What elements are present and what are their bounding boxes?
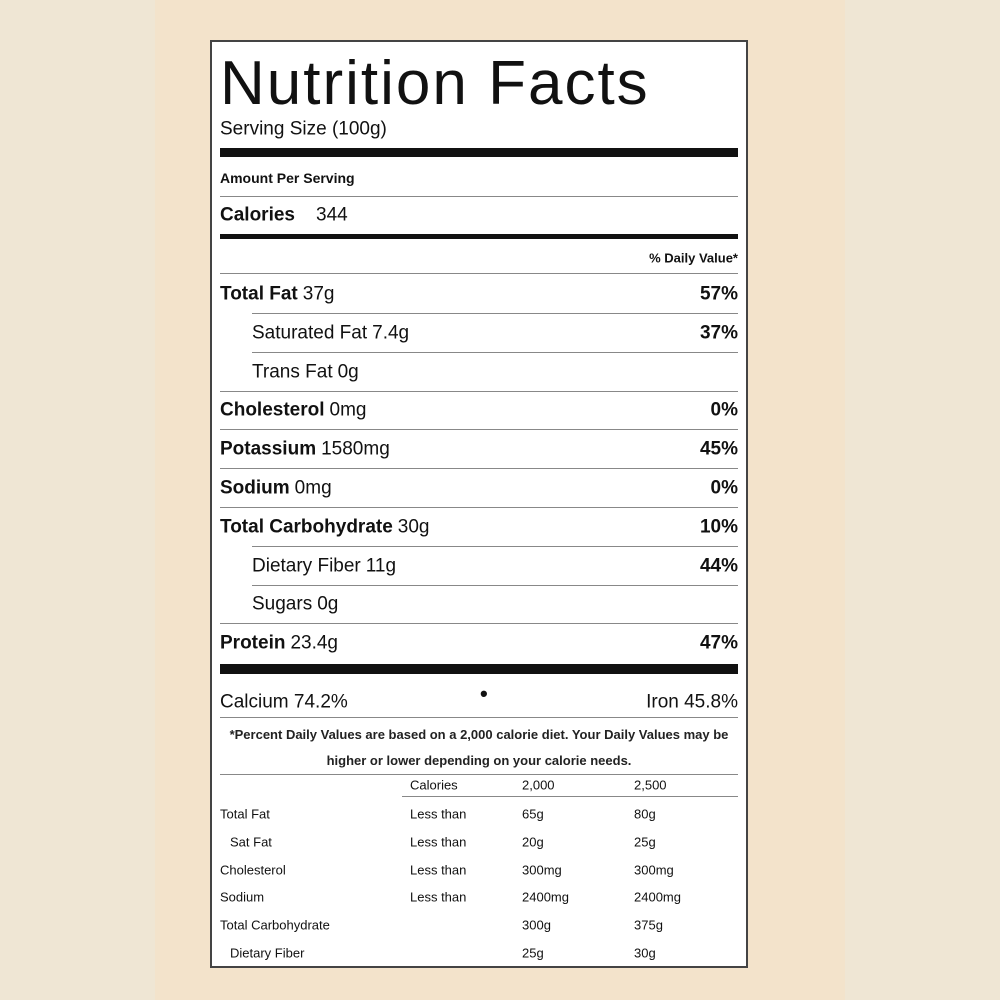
table-value: 2400mg [522,889,569,905]
nutrient-name: Sugars [252,593,313,615]
rule [220,717,738,718]
table-value: 300g [522,917,551,933]
vitamin: Calcium 74.2% [220,691,348,713]
rule [220,273,738,274]
nutrition-label: Nutrition Facts Serving Size (100g) Amou… [210,40,748,968]
daily-value: 10% [699,516,738,538]
daily-value: 47% [699,632,738,654]
table-value: 65g [522,806,544,822]
table-header: Calories [410,777,458,793]
table-name: Sat Fat [230,834,272,850]
nutrient-name: Potassium [220,438,317,460]
table-value: 20g [522,834,544,850]
serving-size: Serving Size (100g) [220,118,387,140]
calories-label: Calories [220,204,295,226]
table-value: 300mg [634,862,674,878]
daily-value: 44% [699,555,738,577]
table-name: Cholesterol [220,862,286,878]
daily-value: 57% [699,283,738,305]
nutrient-amount: 1580mg [321,438,390,460]
thick-rule [220,148,738,157]
rule [220,774,738,775]
daily-value: 45% [699,438,738,460]
table-name: Total Fat [220,806,270,822]
nutrient-name: Total Fat [220,283,298,305]
table-qualifier: Less than [410,806,467,822]
daily-value: 0% [710,477,738,499]
rule [220,507,738,508]
rule [220,429,738,431]
table-value: 25g [634,834,656,850]
rule [220,390,738,392]
nutrient-name: Trans Fat [252,361,333,383]
rule [220,196,738,197]
table-qualifier: Less than [410,889,467,905]
footnote: *Percent Daily Values are based on a 2,0… [229,727,729,768]
table-value: 30g [634,945,656,961]
thick-rule [220,664,738,674]
title: Nutrition Facts [220,49,650,118]
table-header: 2,000 [522,777,555,793]
rule [402,796,738,797]
table-name: Dietary Fiber [230,945,305,961]
nutrient-name: Total Carbohydrate [220,516,393,538]
nutrient-name: Protein [220,632,286,654]
table-qualifier: Less than [410,834,467,850]
daily-value-header: % Daily Value* [649,250,738,266]
rule [220,468,738,470]
nutrient-amount: 7.4g [372,322,410,344]
daily-value: 37% [699,322,738,344]
table-value: 375g [634,917,663,933]
medium-rule [220,234,738,239]
table-value: 300mg [522,862,562,878]
nutrient-name: Cholesterol [220,399,325,421]
nutrient-amount: 11g [365,555,397,577]
amount-per-serving: Amount Per Serving [220,170,355,186]
table-value: 2400mg [634,889,681,905]
rule [252,584,738,586]
nutrient-amount: 0g [317,593,339,615]
rule [252,313,738,314]
nutrient-amount: 23.4g [290,632,338,654]
nutrient-amount: 0mg [294,477,332,499]
nutrient-name: Saturated Fat [252,322,368,344]
table-header: 2,500 [634,777,667,793]
bullet: • [480,681,488,706]
rule [252,351,738,353]
nutrient-amount: 0mg [329,399,367,421]
nutrient-amount: 30g [397,516,430,538]
table-qualifier: Less than [410,862,467,878]
table-name: Total Carbohydrate [220,917,330,933]
nutrient-amount: 0g [337,361,359,383]
calories-value: 344 [316,204,348,226]
nutrient-name: Dietary Fiber [252,555,361,577]
table-name: Sodium [220,889,265,905]
table-value: 25g [522,945,544,961]
vitamin: Iron 45.8% [646,691,738,713]
table-value: 80g [634,806,656,822]
rule [252,545,738,547]
nutrient-name: Sodium [220,477,290,499]
rule [220,623,738,625]
daily-value: 0% [710,399,738,421]
nutrient-amount: 37g [302,283,335,305]
